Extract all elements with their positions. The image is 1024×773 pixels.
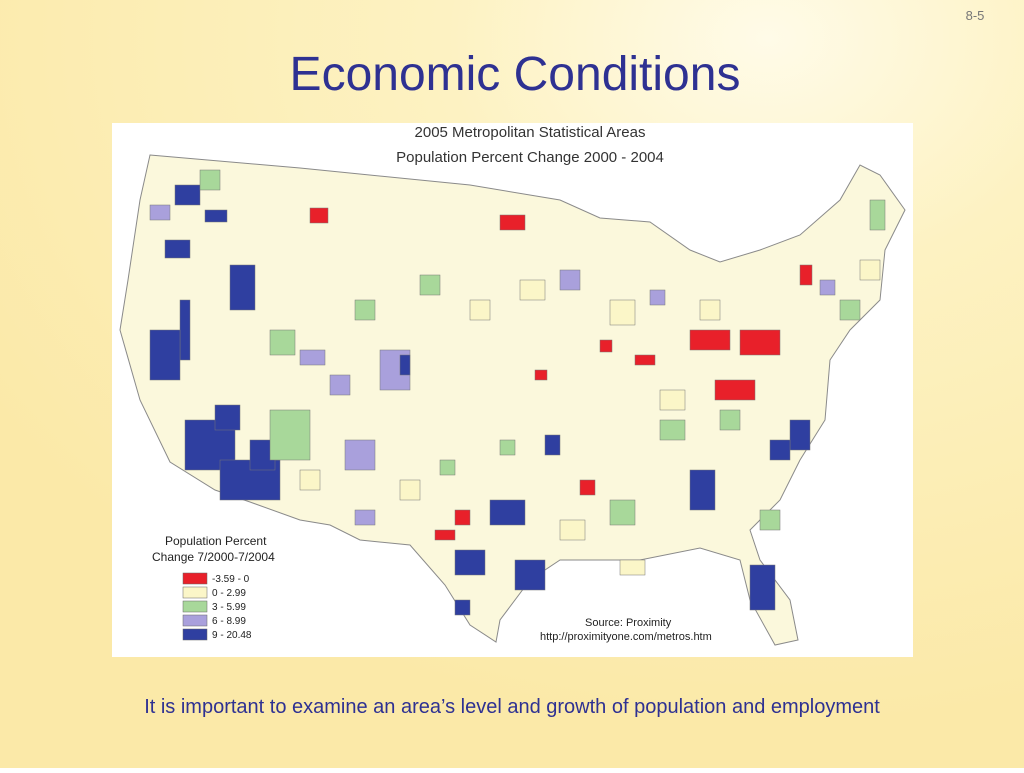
metro-area [454,549,486,576]
metro-area [499,439,516,456]
metro-area [149,329,181,381]
metro-area [739,329,781,356]
metro-area [299,349,326,366]
metro-area [299,469,321,491]
legend-swatch [182,586,208,599]
map: 2005 Metropolitan Statistical Areas Popu… [112,123,913,657]
metro-area [534,369,548,381]
source-url: http://proximityone.com/metros.htm [540,631,712,643]
legend-label: 0 - 2.99 [212,588,246,599]
metro-area [659,419,686,441]
legend-swatch [182,628,208,641]
legend-label: 9 - 20.48 [212,630,252,641]
metro-area [199,169,221,191]
metro-area [719,409,741,431]
metro-area [179,299,191,361]
legend-swatch [182,572,208,585]
metro-area [839,299,861,321]
legend: -3.59 - 0 0 - 2.99 3 - 5.99 6 - 8.99 9 - 20.… [182,572,252,641]
metro-area [699,299,721,321]
metro-area [329,374,351,396]
metro-area [354,509,376,526]
metro-area [354,299,376,321]
metro-area [819,279,836,296]
metro-area [439,459,456,476]
metro-area [689,469,716,511]
metro-area [769,439,791,461]
metro-area [789,419,811,451]
slide-number: 8-5 [966,8,985,23]
metro-area [174,184,201,206]
metro-area [269,409,311,461]
metro-area [609,499,636,526]
map-title: 2005 Metropolitan Statistical Areas [415,124,646,141]
legend-label: -3.59 - 0 [212,574,250,585]
metro-area [454,509,471,526]
us-outline [119,154,906,646]
metro-area [454,599,471,616]
metro-area [659,389,686,411]
metro-areas [149,169,886,616]
metro-area [519,279,546,301]
metro-area [269,329,296,356]
metro-area [229,264,256,311]
metro-area [579,479,596,496]
metro-area [749,564,776,611]
metro-area [859,259,881,281]
metro-area [514,559,546,591]
metro-area [544,434,561,456]
metro-area [609,299,636,326]
metro-area [399,354,411,376]
metro-area [619,559,646,576]
metro-area [214,404,241,431]
map-subtitle: Population Percent Change 2000 - 2004 [396,149,664,166]
legend-label: 3 - 5.99 [212,602,246,613]
metro-area [649,289,666,306]
metro-area [634,354,656,366]
metro-area [419,274,441,296]
metro-area [164,239,191,259]
metro-area [309,207,329,224]
metro-area [469,299,491,321]
slide-title: Economic Conditions [290,48,741,101]
legend-title: Change 7/2000-7/2004 [152,550,275,564]
metro-area [559,269,581,291]
legend-swatch [182,600,208,613]
caption: It is important to examine an area’s lev… [144,696,880,718]
source: Source: Proximity [585,617,672,629]
metro-area [149,204,171,221]
legend-swatch [182,614,208,627]
metro-area [499,214,526,231]
metro-area [599,339,613,353]
metro-area [869,199,886,231]
metro-area [799,264,813,286]
metro-area [434,529,456,541]
metro-area [399,479,421,501]
metro-area [759,509,781,531]
metro-area [344,439,376,471]
metro-area [204,209,228,223]
metro-area [489,499,526,526]
metro-area [559,519,586,541]
legend-title: Population Percent [165,534,267,548]
legend-label: 6 - 8.99 [212,616,246,627]
metro-area [689,329,731,351]
metro-area [714,379,756,401]
